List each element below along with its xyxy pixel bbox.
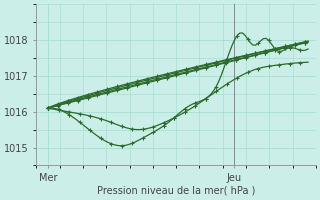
- X-axis label: Pression niveau de la mer( hPa ): Pression niveau de la mer( hPa ): [97, 186, 255, 196]
